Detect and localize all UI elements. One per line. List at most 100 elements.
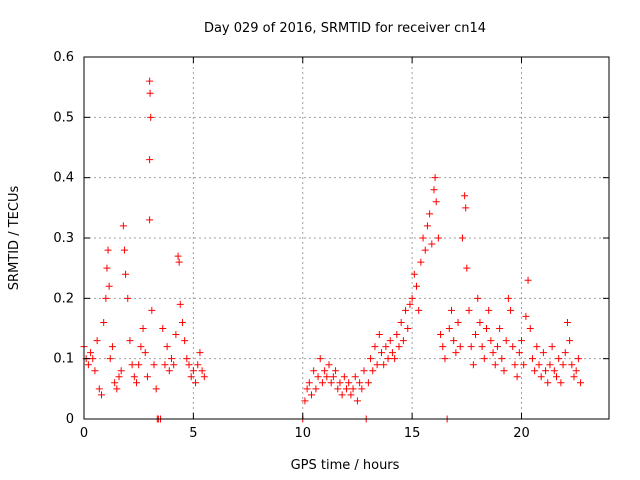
data-point [120,246,128,254]
data-point [175,258,183,266]
x-tick-label: 0 [80,426,88,441]
data-point [500,367,508,375]
data-point [522,312,530,320]
data-point [126,337,134,345]
axis-ticks: 0 5 10 15 20 0 0.1 0.2 0.3 0.4 0.5 0.6 [53,50,609,441]
data-point [192,379,200,387]
data-point [360,367,368,375]
data-point [84,361,92,369]
data-point [577,379,585,387]
data-point [174,252,182,260]
data-point [146,89,154,97]
data-point [557,379,565,387]
data-point [553,373,560,381]
data-point [563,318,571,326]
data-point [305,379,313,387]
data-point [448,306,455,314]
data-point [445,325,453,332]
data-point [456,343,464,351]
data-point [168,355,175,363]
data-point [133,379,140,387]
data-point [491,361,499,369]
chart-title: Day 029 of 2016, SRMTID for receiver cn1… [204,21,486,36]
data-point [147,113,155,121]
data-point [404,325,412,332]
data-point [91,367,99,375]
data-point [570,373,578,381]
data-point [332,367,340,375]
data-point [343,385,350,393]
y-tick-label: 0.1 [53,352,74,367]
data-point [574,355,582,363]
data-point [431,174,439,182]
data-point [513,373,521,381]
y-tick-label: 0.4 [53,171,74,186]
data-point [555,355,563,363]
data-point [358,385,366,393]
data-point [115,373,123,381]
x-tick-label: 20 [513,426,530,441]
data-point [189,367,197,375]
data-point [176,300,184,308]
data-point [432,198,440,206]
data-point [143,373,151,381]
data-point [417,258,425,266]
data-point [478,343,486,351]
data-point [172,331,180,339]
data-point [98,391,105,399]
data-point [336,379,344,387]
data-point [347,391,355,399]
data-point [502,337,510,345]
grid-lines [84,57,609,419]
data-point [327,379,335,387]
data-point [413,282,420,290]
data-point [150,361,158,369]
data-point [415,306,423,314]
data-point [469,361,477,369]
data-point [356,379,364,387]
data-point [498,355,506,363]
data-point [463,264,471,272]
data-point [496,325,504,332]
data-point [483,325,490,332]
data-point [393,331,401,339]
data-point [430,186,438,194]
data-point [89,355,97,363]
data-point [318,379,326,387]
data-point [146,216,154,224]
data-point [373,361,381,369]
data-point [548,343,556,351]
data-point [178,318,186,326]
data-point [367,355,375,363]
data-point [303,385,311,393]
data-point [402,306,410,314]
data-point [544,379,552,387]
data-point [200,373,208,381]
data-point [196,349,204,357]
data-point [485,306,493,314]
data-point [559,361,567,369]
data-point [572,367,580,375]
data-point [87,349,95,357]
data-point [378,349,385,357]
data-point [316,355,324,363]
data-point [146,156,154,164]
data-point [198,367,206,375]
data-points [80,77,585,423]
data-point [397,318,405,326]
data-point [399,337,407,345]
data-point [509,343,517,351]
data-point [441,355,449,363]
x-tick-label: 15 [404,426,421,441]
data-point [194,361,202,369]
data-point [472,331,480,339]
data-point [338,391,346,399]
data-point [566,337,574,345]
data-point [487,337,495,345]
data-point [493,343,501,351]
data-point [437,331,445,339]
data-point [533,343,541,351]
data-point [452,349,460,357]
data-point [474,294,482,302]
data-point [139,325,147,332]
